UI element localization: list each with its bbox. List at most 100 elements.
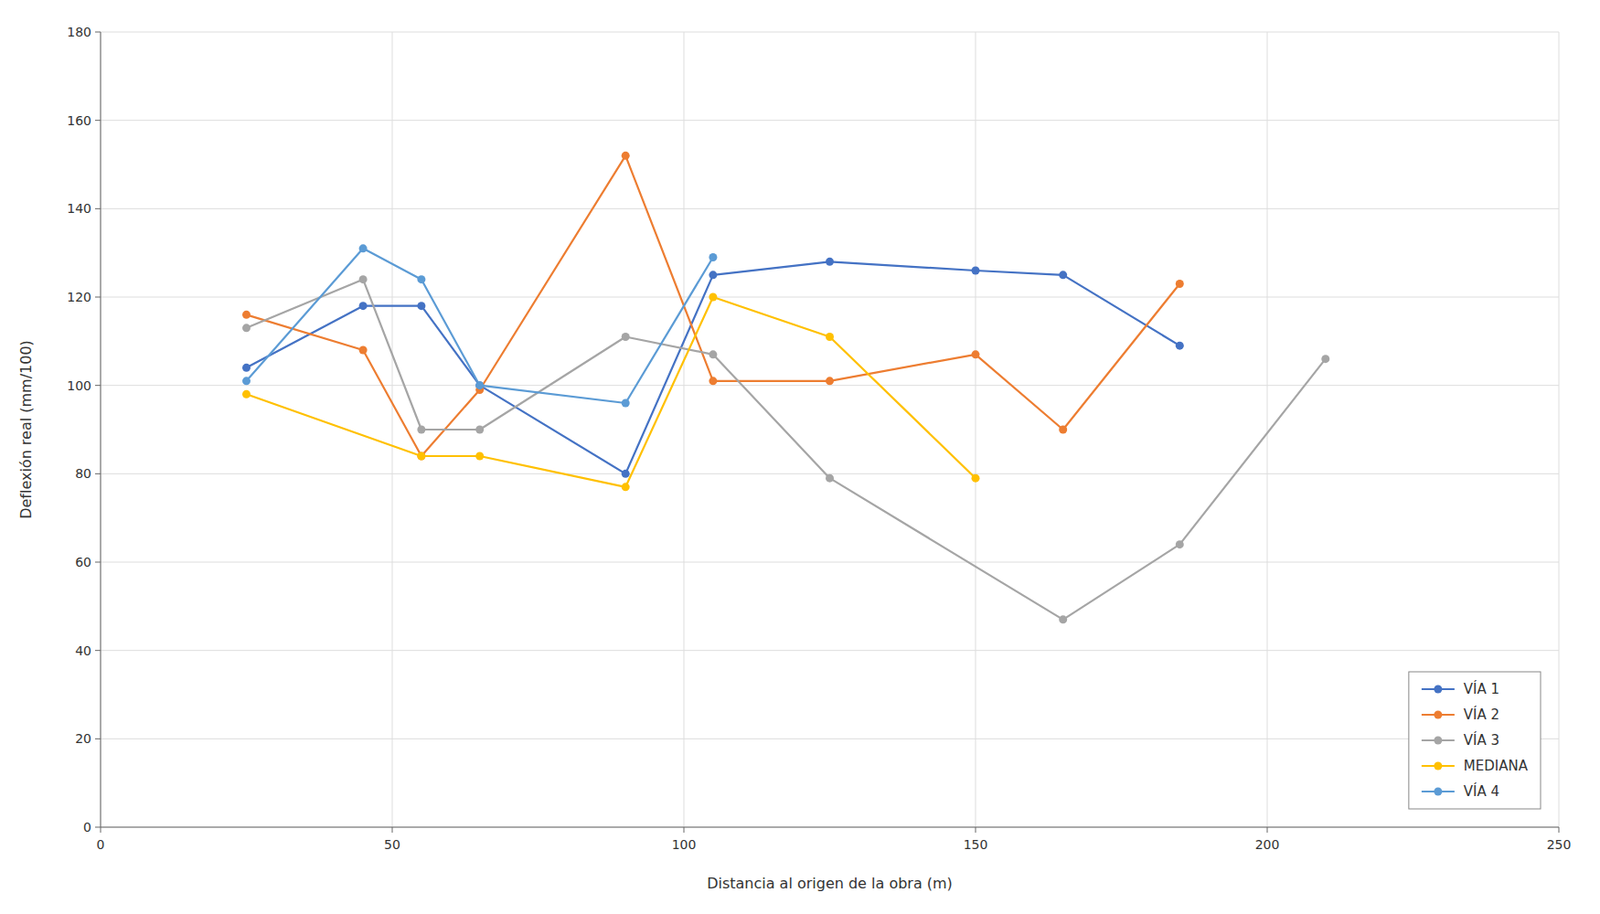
series [242,293,981,492]
y-tick-label: 120 [66,289,92,305]
series-line [246,297,977,488]
x-tick-label: 0 [96,837,106,853]
axes: 050100150200250020406080100120140160180 [66,24,1571,853]
series [242,275,1330,624]
legend-marker [1433,736,1442,746]
x-grid-line [683,32,685,828]
y-tick [95,384,101,386]
y-tick [95,827,101,829]
data-point [1175,341,1184,351]
y-grid-line [100,208,1559,210]
y-tick [95,119,101,121]
data-point [825,474,834,483]
y-grid-line [100,827,1559,829]
data-point [359,346,368,355]
data-point [1058,270,1067,279]
y-tick [95,738,101,740]
data-point [475,426,484,435]
data-point [416,452,426,461]
data-point [621,469,630,479]
series [242,151,1184,461]
y-tick-label: 0 [83,820,92,835]
data-point [242,363,251,373]
data-point [1175,540,1184,549]
data-point [971,474,981,483]
data-point [971,266,981,276]
data-point [971,350,981,359]
y-tick [95,562,101,564]
x-tick [683,827,685,833]
legend-item: MEDIANA [1421,757,1529,775]
y-tick [95,473,101,475]
y-tick-label: 40 [74,643,92,659]
x-tick-label: 50 [384,837,401,853]
legend-marker [1433,711,1442,720]
legend-marker [1433,685,1442,694]
data-point [242,390,251,399]
y-grid-line [100,562,1559,564]
legend-label: MEDIANA [1463,757,1529,775]
y-tick-label: 100 [66,378,92,394]
legend-marker [1433,762,1442,771]
y-axis-line [100,32,102,828]
grid [100,32,1559,828]
data-point [359,244,368,253]
x-grid-line [1558,32,1560,828]
legend-marker [1433,788,1442,797]
x-tick [1558,827,1560,833]
data-point [359,275,368,284]
data-point [621,151,630,160]
data-point [708,376,717,385]
data-point [475,381,484,390]
x-tick [975,827,977,833]
x-axis-line [100,827,1559,829]
y-grid-line [100,32,1559,33]
legend-label: VÍA 2 [1463,705,1500,724]
legend-label: VÍA 1 [1463,680,1500,698]
x-tick-label: 200 [1255,837,1280,853]
x-tick-label: 250 [1546,837,1572,853]
data-point [1175,279,1184,288]
series-line [246,155,1181,457]
data-point [359,301,368,310]
x-tick-label: 150 [963,837,989,853]
x-tick [392,827,394,833]
data-point [621,482,630,491]
y-tick-label: 140 [66,201,92,216]
legend-item: VÍA 4 [1421,782,1500,800]
y-tick [95,208,101,210]
series [242,244,717,407]
plot-background [100,32,1559,828]
y-tick-label: 80 [74,466,92,481]
y-axis-label: Deflexión real (mm/100) [17,340,35,520]
data-point [475,381,484,390]
series-line [246,261,1181,474]
data-point [242,376,251,385]
y-grid-line [100,650,1559,651]
y-tick-label: 20 [74,731,92,747]
data-point [1058,426,1067,435]
series [242,257,1184,479]
data-point [416,452,426,461]
y-tick-label: 60 [74,554,92,570]
data-point [708,253,717,262]
legend-item: VÍA 3 [1421,731,1500,749]
data-point [242,310,251,320]
data-point [242,323,251,332]
y-tick-label: 160 [66,113,92,128]
data-point [416,426,426,435]
data-point [708,350,717,359]
y-tick [95,650,101,651]
x-tick-label: 100 [672,837,697,853]
data-point [708,293,717,302]
chart-svg: 050100150200250020406080100120140160180D… [0,0,1600,914]
y-tick [95,297,101,299]
data-point [1058,615,1067,624]
data-point [621,399,630,408]
series-line [246,248,714,404]
legend-label: VÍA 4 [1463,782,1500,800]
data-point [1321,354,1330,363]
data-point [825,376,834,385]
chart-container: 050100150200250020406080100120140160180D… [0,0,1600,914]
x-grid-line [100,32,102,828]
